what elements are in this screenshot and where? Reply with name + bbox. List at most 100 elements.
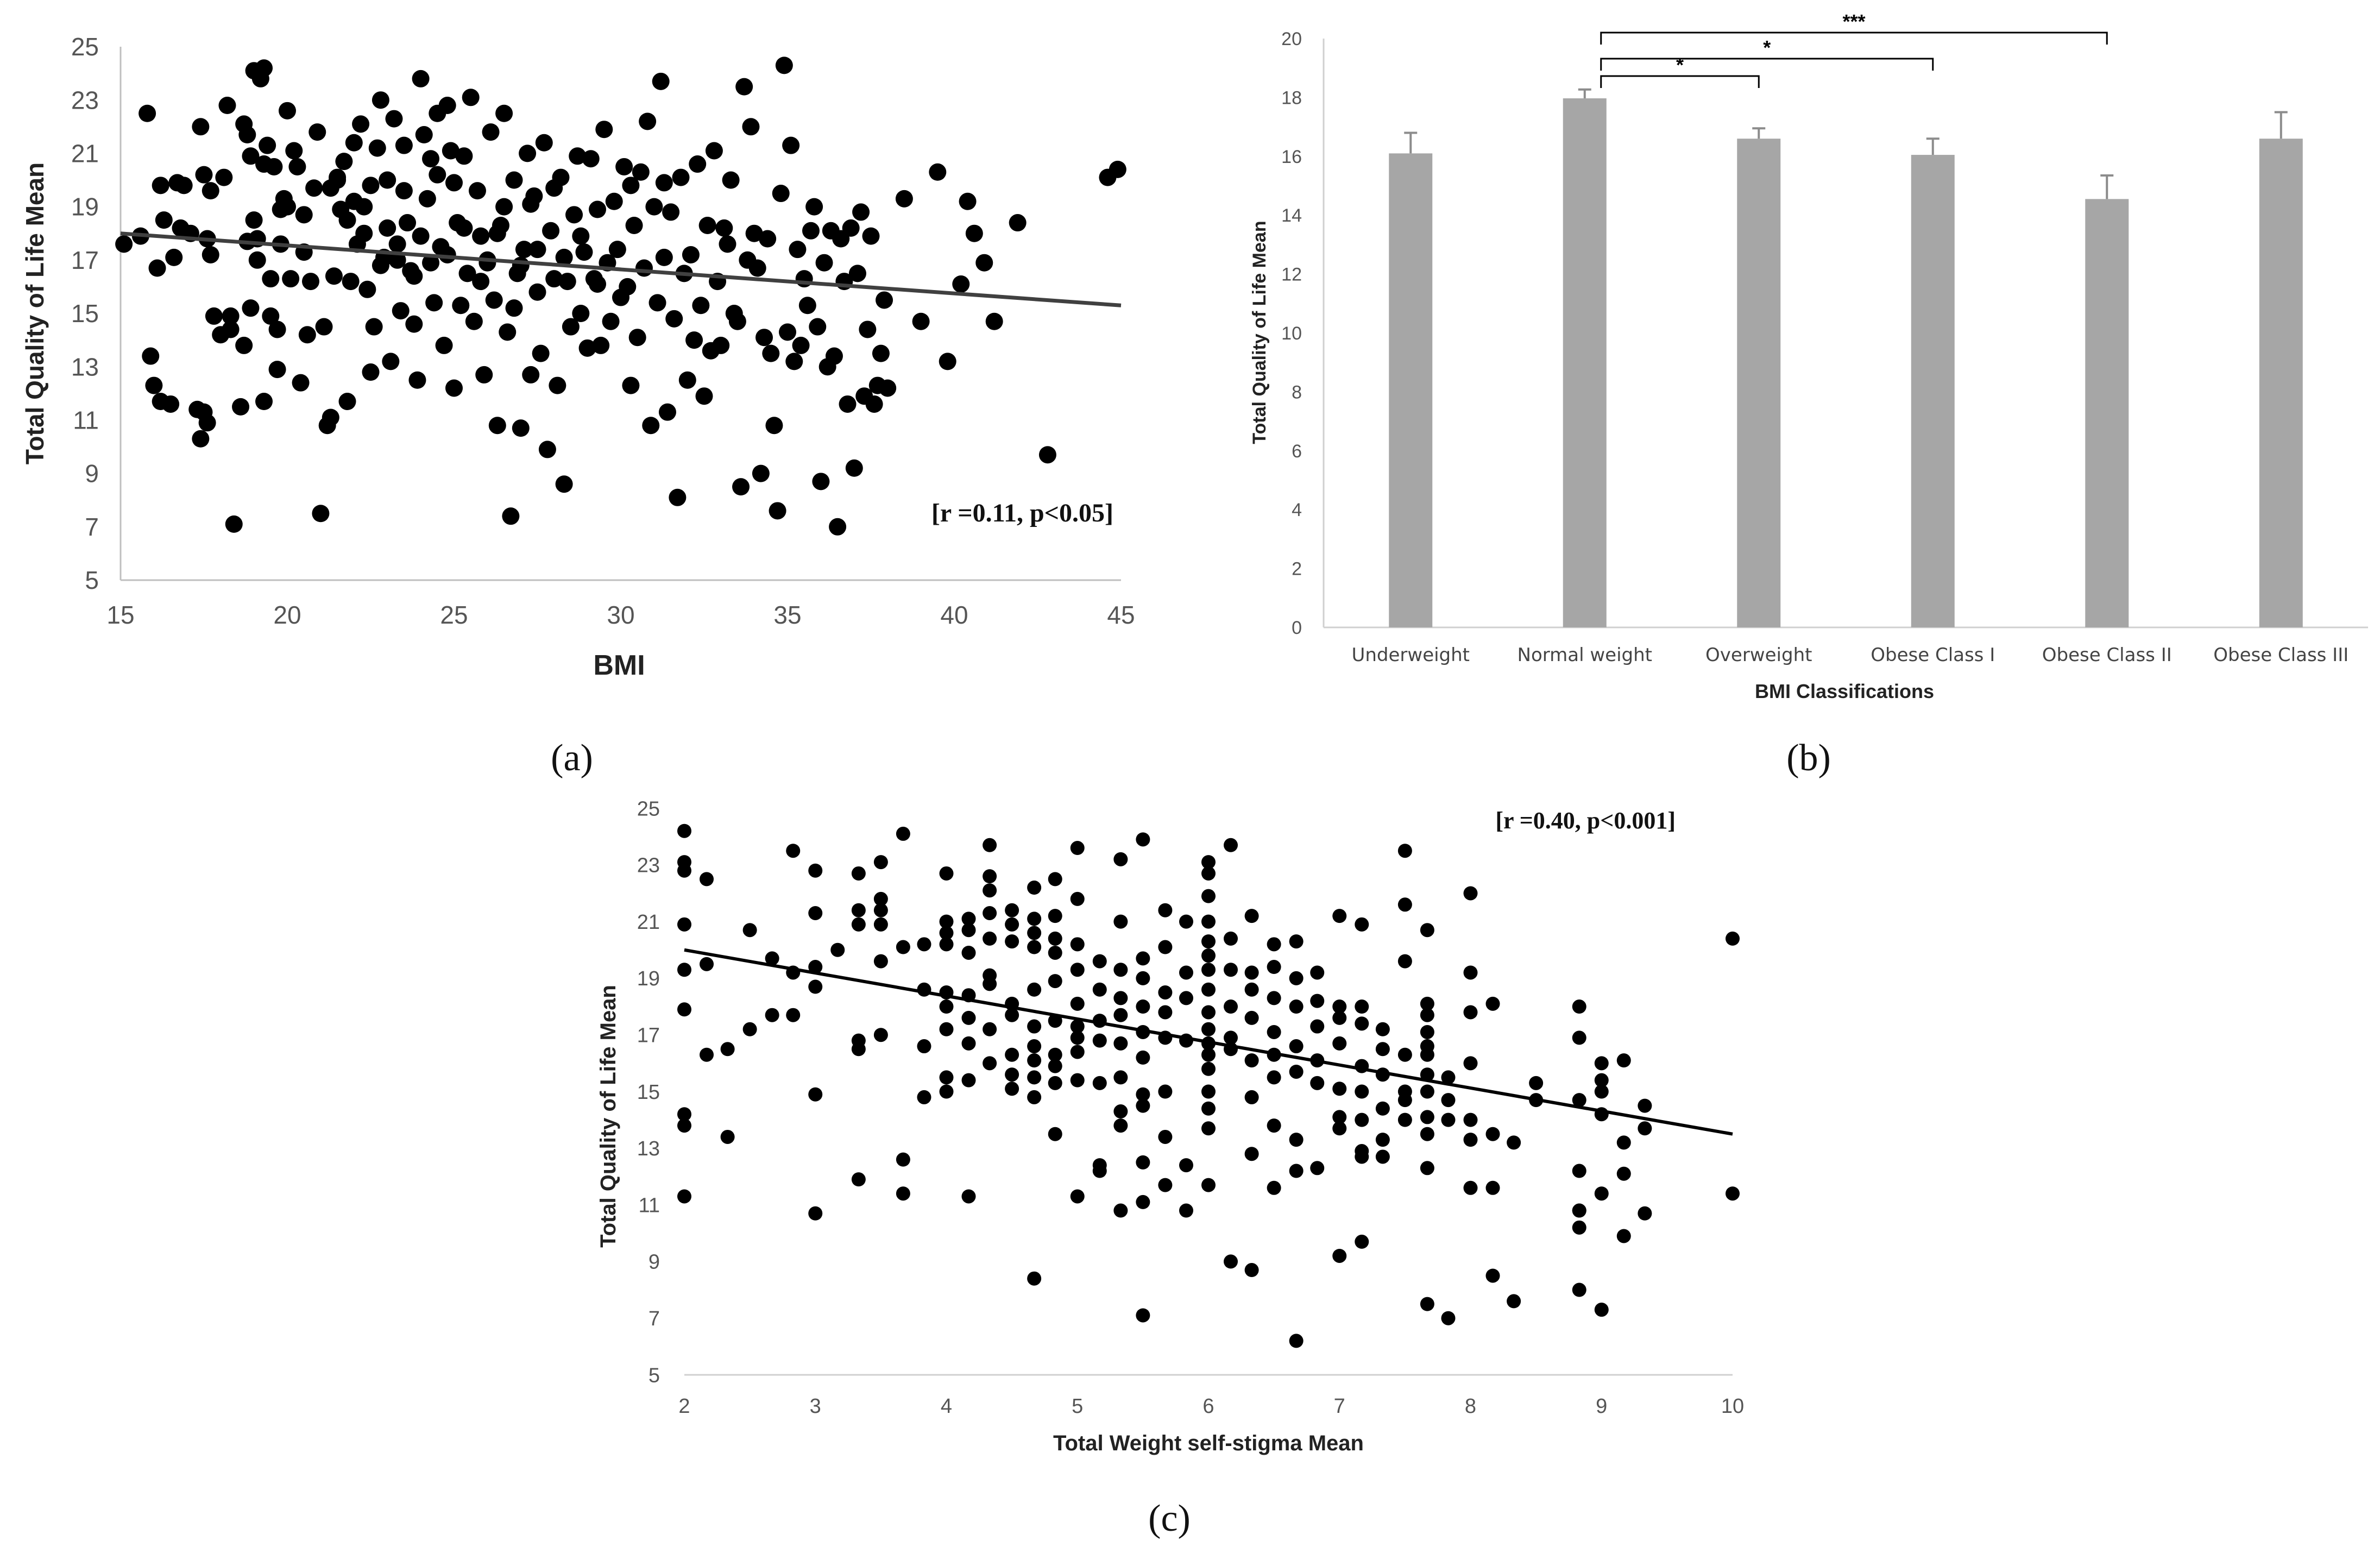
panel-c-data-point: [1113, 1070, 1128, 1085]
panel-c-data-point: [939, 1070, 954, 1085]
panel-a-data-point: [502, 507, 520, 525]
panel-a-y-tick-label: 7: [85, 513, 99, 541]
panel-a-data-point: [735, 78, 753, 96]
panel-c-data-point: [1158, 1178, 1173, 1192]
panel-c-data-point: [1267, 937, 1281, 952]
panel-a-data-point: [505, 299, 523, 317]
panel-c-data-point: [1463, 1112, 1478, 1127]
panel-a-data-point: [495, 104, 513, 122]
panel-c-data-point: [1289, 934, 1304, 949]
panel-c-data-point: [1616, 1053, 1631, 1068]
panel-c-data-point: [1289, 1334, 1304, 1348]
panel-c-data-point: [1113, 963, 1128, 977]
panel-a-data-point: [809, 318, 827, 336]
panel-a-data-point: [578, 339, 596, 357]
panel-b-y-tick-label: 18: [1281, 87, 1302, 108]
panel-c-data-point: [1027, 1019, 1042, 1034]
panel-c-data-point: [1267, 1180, 1281, 1195]
panel-c-data-point: [896, 1152, 910, 1167]
panel-c-data-point: [1332, 1036, 1347, 1051]
panel-c-data-point: [765, 951, 779, 966]
panel-c-data-point: [830, 942, 845, 957]
panel-a-data-point: [812, 473, 830, 491]
panel-a-data-point: [245, 211, 263, 229]
panel-a-data-point: [262, 270, 280, 288]
panel-c-data-point: [939, 937, 954, 952]
panel-a-data-point: [485, 291, 503, 309]
panel-a-x-axis-label: BMI: [593, 650, 645, 681]
panel-c-data-point: [1594, 1056, 1609, 1071]
panel-a-data-point: [282, 270, 300, 288]
panel-c-data-point: [1267, 1070, 1281, 1085]
panel-c-data-point: [1092, 982, 1107, 997]
panel-c-data-point: [1048, 1076, 1062, 1090]
panel-c-data-point: [1179, 914, 1193, 929]
panel-c-data-point: [917, 1039, 931, 1054]
panel-c-data-point: [1136, 999, 1150, 1014]
panel-c-data-point: [808, 979, 823, 994]
panel-c-data-point: [1420, 1110, 1434, 1124]
panel-b-y-tick-label: 4: [1292, 500, 1302, 520]
panel-c-data-point: [677, 917, 691, 932]
panel-a-data-point: [342, 273, 360, 291]
panel-a-data-point: [488, 224, 506, 242]
panel-a-data-point: [382, 353, 400, 370]
panel-a-data-point: [202, 182, 219, 200]
panel-c-data-point: [939, 926, 954, 940]
panel-c-data-point: [983, 906, 997, 920]
panel-a-y-tick-label: 11: [73, 406, 99, 435]
panel-b-y-tick-label: 12: [1281, 265, 1302, 285]
panel-c-data-point: [1244, 1263, 1259, 1278]
panel-c-data-point: [1332, 999, 1347, 1014]
panel-a-y-axis-label: Total Quality of Life Mean: [21, 162, 49, 464]
panel-a-data-point: [648, 294, 666, 312]
panel-c-label: (c): [1148, 1498, 1191, 1539]
panel-c-data-point: [1638, 1121, 1652, 1136]
panel-c-data-point: [1616, 1135, 1631, 1150]
panel-c-data-point: [1463, 1180, 1478, 1195]
panel-b-significance-label: *: [1676, 54, 1684, 76]
panel-a-data-point: [848, 265, 866, 282]
panel-a-data-point: [408, 371, 426, 389]
panel-a-data-point: [215, 168, 233, 186]
panel-c-data-point: [1201, 1022, 1216, 1036]
panel-c-data-point: [1027, 911, 1042, 926]
panel-c-data-point: [1136, 1050, 1150, 1065]
panel-a-data-point: [379, 171, 396, 189]
panel-a-data-point: [865, 395, 883, 413]
panel-c-data-point: [1136, 1308, 1150, 1323]
panel-c-data-point: [677, 1002, 691, 1017]
panel-a-y-tick-label: 13: [71, 353, 99, 381]
panel-c-data-point: [1594, 1084, 1609, 1099]
panel-a-data-point: [685, 331, 703, 349]
panel-c-data-point: [1201, 914, 1216, 929]
panel-c-data-point: [1070, 891, 1085, 906]
panel-a-data-point: [515, 241, 533, 259]
panel-a-data-point: [562, 318, 580, 336]
panel-a-data-point: [162, 395, 180, 413]
panel-c-data-point: [1201, 1121, 1216, 1136]
panel-c-data-point: [1136, 1098, 1150, 1113]
panel-c-y-tick-label: 21: [637, 911, 660, 934]
panel-b-significance-label: ***: [1842, 10, 1865, 33]
panel-c-data-point: [1136, 951, 1150, 966]
panel-a-data-point: [859, 320, 877, 338]
panel-c-data-point: [1113, 1008, 1128, 1022]
panel-b-bar: [1911, 155, 1955, 628]
panel-a-y-tick-label: 17: [71, 246, 99, 274]
panel-c-data-point: [1201, 889, 1216, 903]
panel-a-data-point: [279, 102, 296, 120]
panel-a-x-tick-label: 20: [273, 601, 301, 629]
panel-c-data-point: [939, 1084, 954, 1099]
panel-c-data-point: [1441, 1112, 1456, 1127]
panel-c-data-point: [896, 1186, 910, 1201]
panel-b-y-tick-label: 14: [1281, 205, 1302, 226]
panel-c-data-point: [1048, 931, 1062, 946]
panel-a-data-point: [268, 361, 286, 379]
panel-c-data-point: [1332, 1010, 1347, 1025]
panel-c-data-point: [1529, 1076, 1544, 1090]
panel-a-data-point: [565, 206, 583, 224]
panel-c-data-point: [765, 1008, 779, 1022]
